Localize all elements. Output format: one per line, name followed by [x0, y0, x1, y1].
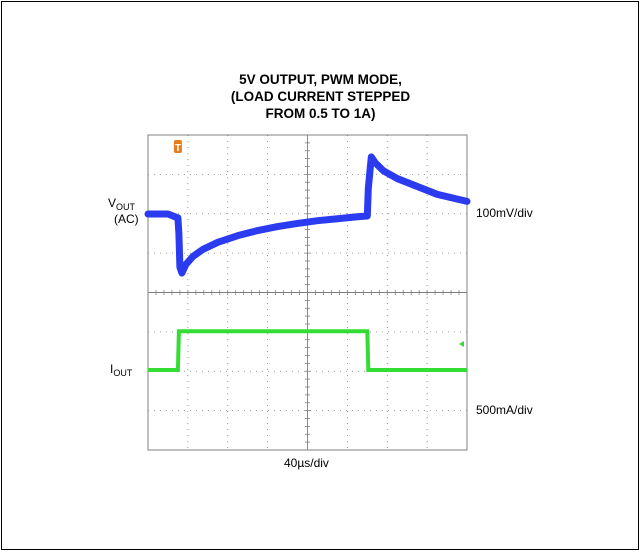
vout-trace [144, 153, 471, 277]
trigger-marker [173, 140, 182, 153]
plot-border [147, 134, 468, 451]
iout-trace [148, 329, 467, 372]
current-cursor-arrow [459, 341, 464, 347]
time-scale-label: 40µs/div [284, 456, 329, 470]
vout-label: VOUT [108, 196, 136, 212]
vout-ac-label: (AC) [114, 212, 139, 226]
chart-title-line-3: FROM 0.5 TO 1A) [265, 106, 376, 121]
chart-title-line-2: (LOAD CURRENT STEPPED [230, 89, 411, 104]
iout-scale-label: 500mA/div [476, 403, 533, 417]
trigger-marker-label: T [175, 143, 181, 154]
vout-scale-label: 100mV/div [476, 206, 533, 220]
iout-label: IOUT [110, 362, 133, 378]
chart-title-line-1: 5V OUTPUT, PWM MODE, [239, 72, 402, 87]
